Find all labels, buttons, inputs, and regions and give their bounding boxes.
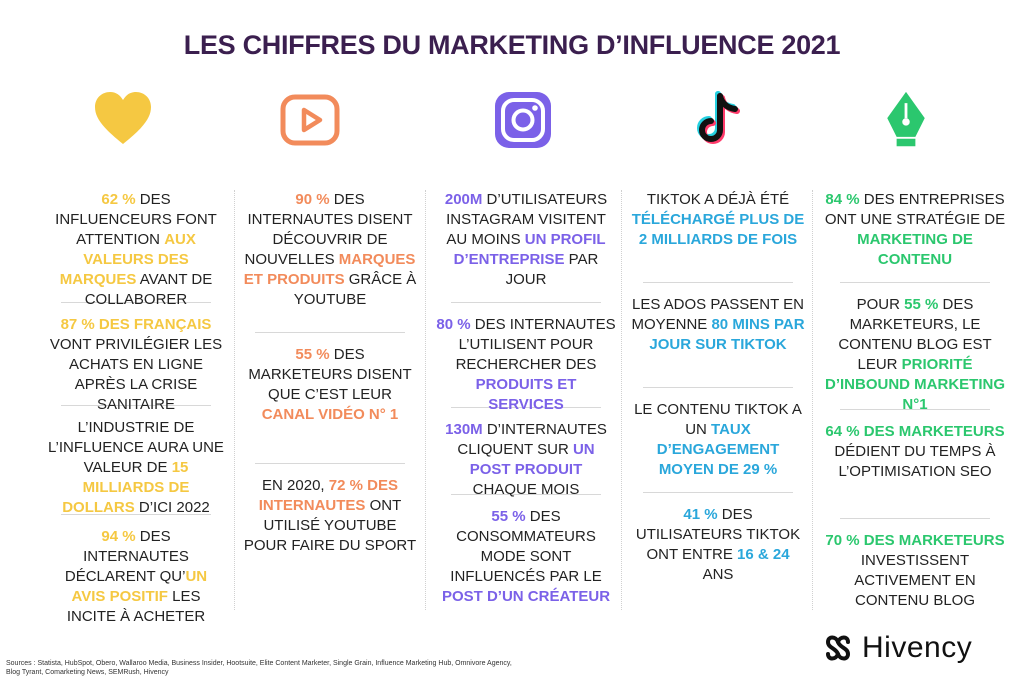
brand-logo: Hivency (822, 628, 972, 668)
separator (451, 407, 601, 408)
hivency-logo-icon (825, 635, 851, 661)
stat-block: 41 % DES UTILISATEURS TIKTOK ONT ENTRE 1… (635, 506, 801, 583)
stat-block: L’INDUSTRIE DE L’INFLUENCE AURA UNE VALE… (48, 419, 224, 516)
separator (451, 302, 601, 303)
stat-block: 80 % DES INTERNAUTES L’UTILISENT POUR RE… (436, 316, 616, 413)
stat-block: 94 % DES INTERNAUTES DÉCLARENT QU’UN AVI… (64, 528, 208, 625)
stat-block: 84 % DES ENTREPRISES ONT UNE STRATÉGIE D… (824, 191, 1006, 268)
column-divider (812, 190, 813, 610)
stat-block: 90 % DES INTERNAUTES DISENT DÉCOUVRIR DE… (243, 191, 417, 308)
brand-name: Hivency (862, 631, 973, 664)
instagram-icon (495, 92, 551, 148)
separator (840, 282, 990, 283)
stat-block: TIKTOK A DÉJÀ ÉTÉ TÉLÉCHARGÉ PLUS DE 2 M… (631, 191, 805, 248)
pen-nib-icon (887, 91, 925, 147)
stat-block: 200M D’UTILISATEURS INSTAGRAM VISITENT A… (444, 191, 608, 288)
stat-block: 62 % DES INFLUENCEURS FONT ATTENTION AUX… (55, 191, 217, 308)
tiktok-icon (697, 91, 740, 144)
separator (61, 514, 211, 515)
stat-block: 130M D’INTERNAUTES CLIQUENT SUR UN POST … (445, 421, 607, 498)
separator (840, 409, 990, 410)
stat-block: LES ADOS PASSENT EN MOYENNE 80 MINS PAR … (631, 296, 805, 353)
column-divider (234, 190, 235, 610)
separator (451, 494, 601, 495)
stat-block: POUR 55 % DES MARKETEURS, LE CONTENU BLO… (825, 296, 1005, 413)
separator (643, 282, 793, 283)
stat-block: 87 % DES FRANÇAIS VONT PRIVILÉGIER LES A… (49, 316, 223, 413)
sources-text: Sources : Statista, HubSpot, Obero, Wall… (6, 660, 512, 676)
stat-block: 55 % DES CONSOMMATEURS MODE SONT INFLUEN… (441, 508, 611, 605)
column-divider (621, 190, 622, 610)
column-instagram: 200M D’UTILISATEURS INSTAGRAM VISITENT A… (436, 190, 616, 605)
stat-block: LE CONTENU TIKTOK A UN TAUX D’ENGAGEMENT… (634, 401, 802, 478)
column-influence: 62 % DES INFLUENCEURS FONT ATTENTION AUX… (48, 190, 224, 625)
separator (840, 518, 990, 519)
heart-icon (95, 92, 151, 144)
stat-block: 70 % DES MARKETEURS INVESTISSENT ACTIVEM… (825, 532, 1005, 609)
separator (255, 463, 405, 464)
stat-block: EN 2020, 72 % DES INTERNAUTES ONT UTILIS… (243, 477, 417, 554)
column-youtube: 90 % DES INTERNAUTES DISENT DÉCOUVRIR DE… (242, 190, 418, 576)
separator (255, 332, 405, 333)
page-title: LES CHIFFRES DU MARKETING D’INFLUENCE 20… (183, 30, 841, 60)
separator (643, 387, 793, 388)
column-content: 84 % DES ENTREPRISES ONT UNE STRATÉGIE D… (820, 190, 1010, 615)
column-divider (425, 190, 426, 610)
stat-block: 64 % DES MARKETEURS DÉDIENT DU TEMPS À L… (825, 423, 1005, 480)
column-tiktok: TIKTOK A DÉJÀ ÉTÉ TÉLÉCHARGÉ PLUS DE 2 M… (630, 190, 806, 589)
separator (61, 302, 211, 303)
separator (643, 492, 793, 493)
youtube-icon (280, 94, 340, 146)
stat-block: 55 % DES MARKETEURS DISENT QUE C’EST LEU… (248, 346, 412, 423)
separator (61, 405, 211, 406)
